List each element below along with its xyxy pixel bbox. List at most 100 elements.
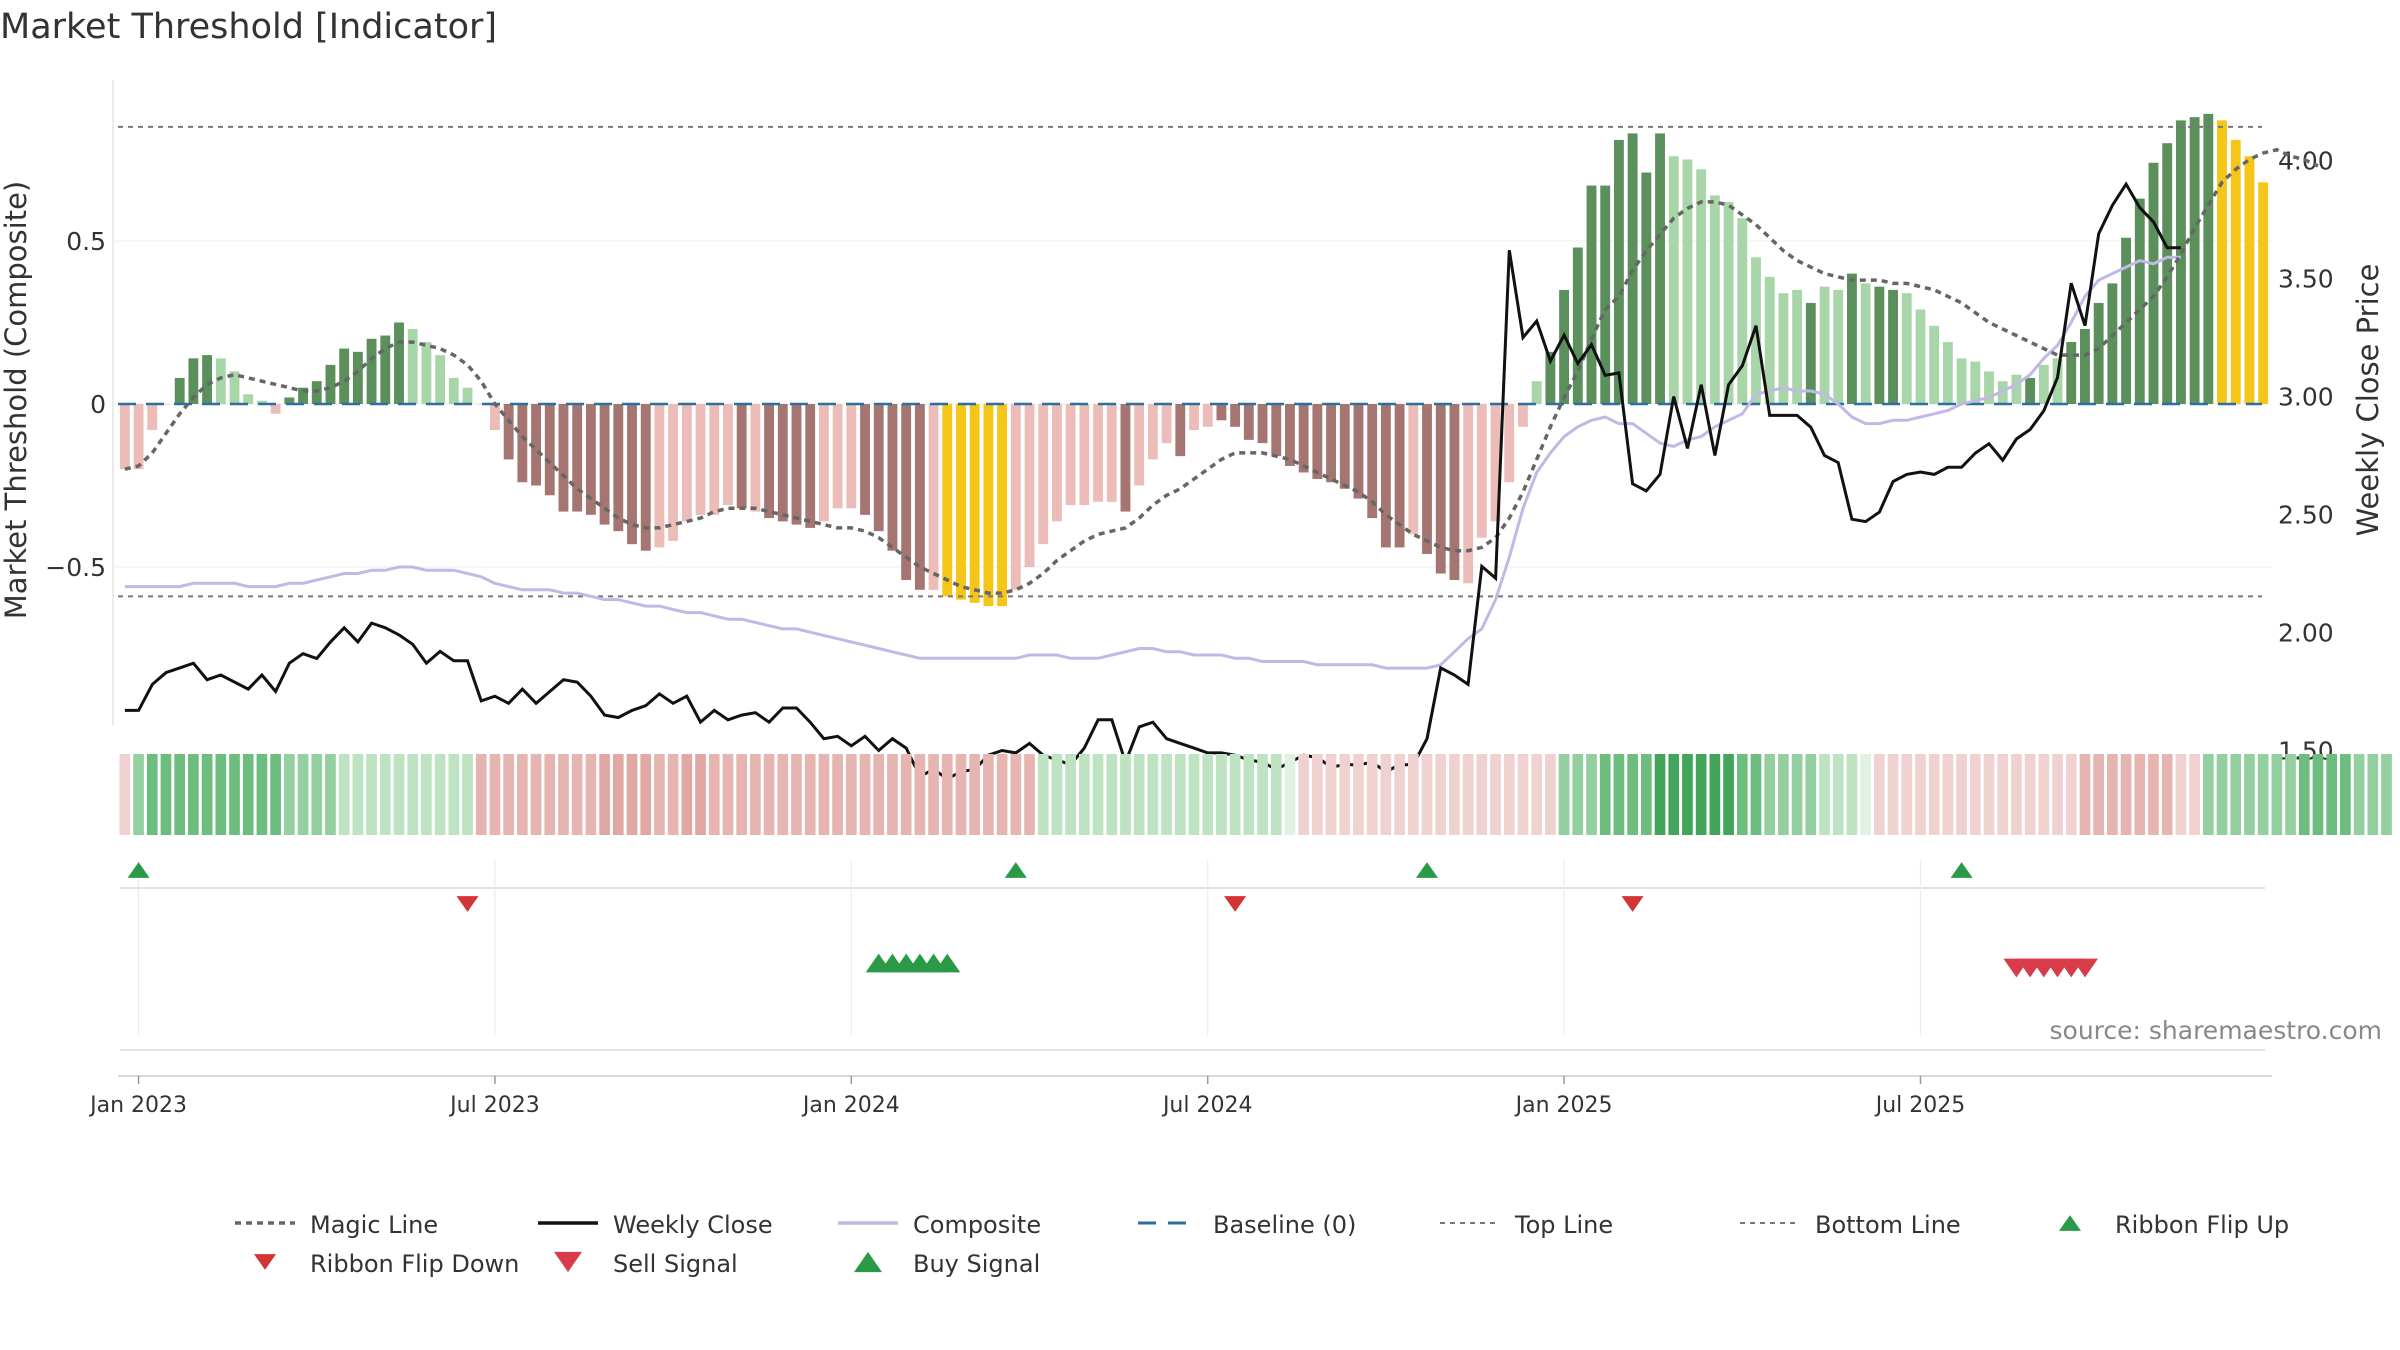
composite-bar: [1531, 381, 1542, 404]
composite-bar: [119, 404, 130, 470]
ribbon-cell: [2093, 754, 2105, 835]
legend-label: Bottom Line: [1815, 1211, 1961, 1239]
ribbon-cell: [791, 754, 802, 835]
composite-bar: [681, 404, 692, 522]
ribbon-cell: [311, 754, 323, 835]
ribbon-cell: [2353, 754, 2365, 835]
ribbon-cell: [379, 754, 391, 835]
composite-bar: [2011, 374, 2022, 404]
ribbon-flip-down-marker: [1224, 896, 1247, 912]
ribbon-cell: [530, 754, 542, 835]
ribbon-cell: [1490, 754, 1501, 835]
composite-bar: [407, 329, 418, 404]
ribbon-cell: [928, 754, 939, 835]
composite-bar: [2244, 156, 2255, 404]
ribbon-cell: [2271, 754, 2283, 835]
legend-entry-top: Top Line: [1440, 1211, 1613, 1239]
composite-bar: [215, 358, 226, 404]
ribbon-cell: [1024, 754, 1035, 835]
ribbon-cell: [242, 754, 254, 835]
composite-bar: [1901, 293, 1912, 404]
ribbon-cell: [695, 754, 706, 835]
ribbon-cell: [859, 754, 871, 835]
x-tick-label: Jan 2023: [88, 1093, 187, 1118]
ribbon-cell: [1298, 754, 1309, 835]
ribbon-cell: [1901, 754, 1913, 835]
ribbon-cell: [1216, 754, 1227, 835]
ribbon-cell: [1407, 754, 1419, 835]
ribbon-cell: [1915, 754, 1926, 835]
composite-bar: [613, 404, 624, 532]
ribbon-cell: [1380, 754, 1392, 835]
composite-bar: [133, 404, 144, 470]
composite-bar: [1956, 358, 1967, 404]
composite-bar: [2175, 120, 2186, 404]
composite-bar: [1613, 139, 1624, 404]
composite-bar: [517, 404, 528, 483]
ribbon-cell: [1874, 754, 1885, 835]
ribbon-cell: [1640, 754, 1652, 835]
composite-bar: [956, 404, 966, 600]
ribbon-cell: [1531, 754, 1543, 835]
ribbon-cell: [1682, 754, 1693, 835]
composite-bar: [1586, 185, 1597, 404]
composite-bar: [1189, 404, 1199, 431]
chart-title: Market Threshold [Indicator]: [0, 7, 497, 47]
composite-bar: [1764, 276, 1775, 404]
composite-bar: [873, 404, 884, 532]
y-axis-label: Market Threshold (Composite): [0, 181, 33, 619]
ribbon-cell: [1462, 754, 1474, 835]
ribbon-cell: [1065, 754, 1076, 835]
ribbon-cell: [1284, 754, 1296, 835]
ribbon-cell: [1695, 754, 1707, 835]
composite-bar: [640, 404, 651, 551]
composite-bar: [668, 404, 679, 541]
ribbon-cell: [1956, 754, 1967, 835]
ribbon-cell: [2134, 754, 2146, 835]
ribbon-cell: [1133, 754, 1145, 835]
ribbon-cell: [1229, 754, 1241, 835]
composite-bar: [983, 404, 994, 607]
composite-bar: [1339, 404, 1350, 489]
ribbon-cell: [818, 754, 830, 835]
ribbon-cell: [2298, 754, 2310, 835]
ribbon-cell: [503, 754, 514, 835]
ribbon-cell: [1174, 754, 1186, 835]
ribbon-cell: [2326, 754, 2338, 835]
ribbon-cell: [338, 754, 350, 835]
ribbon-cell: [1586, 754, 1597, 835]
ribbon-cell: [174, 754, 186, 835]
ribbon-cell: [325, 754, 336, 835]
ribbon-cell: [900, 754, 912, 835]
ribbon-cell: [2230, 754, 2242, 835]
composite-bar: [1257, 404, 1268, 444]
ribbon-flip-down-marker: [456, 896, 479, 912]
legend-entry-close: Weekly Close: [538, 1211, 773, 1239]
composite-bar: [2203, 113, 2214, 405]
composite-bar: [1216, 404, 1227, 421]
ribbon-cell: [2381, 754, 2392, 835]
composite-bar: [1380, 404, 1391, 548]
composite-bar: [654, 404, 665, 548]
composite-bar: [1847, 273, 1857, 404]
legend-label: Composite: [913, 1211, 1041, 1239]
source-note: source: sharemaestro.com: [2050, 1016, 2383, 1045]
composite-bar: [1065, 404, 1076, 506]
ribbon-cell: [1558, 754, 1570, 835]
ribbon-cell: [297, 754, 309, 835]
ribbon-cell: [2011, 754, 2022, 835]
ribbon-flip-up-marker: [1950, 862, 1973, 878]
ribbon-cell: [160, 754, 172, 835]
ribbon-cell: [1120, 754, 1131, 835]
composite-bar: [2093, 302, 2104, 404]
ribbon-cell: [1545, 754, 1556, 835]
ribbon-cell: [1188, 754, 1200, 835]
composite-bar: [914, 404, 925, 590]
composite-bar: [435, 355, 446, 404]
ribbon-cell: [1599, 754, 1611, 835]
ribbon-cell: [1147, 754, 1159, 835]
ribbon-cell: [1572, 754, 1584, 835]
composite-bar: [1449, 404, 1460, 581]
composite-bar: [1888, 289, 1898, 404]
composite-bar: [1243, 404, 1254, 440]
